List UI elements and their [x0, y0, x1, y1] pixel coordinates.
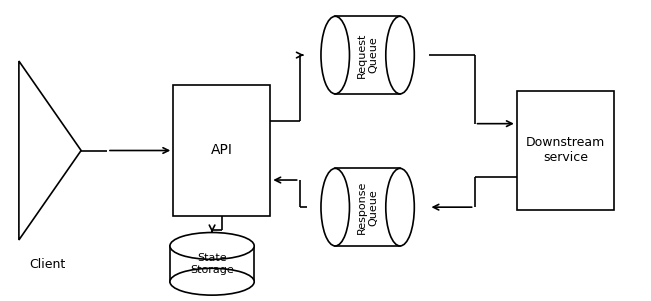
Bar [335, 16, 400, 94]
Text: API: API [211, 144, 232, 157]
Bar [173, 85, 270, 216]
Ellipse shape [170, 268, 254, 295]
Bar [335, 168, 400, 246]
Ellipse shape [170, 232, 254, 259]
Bar [170, 246, 254, 282]
Text: Response
Queue: Response Queue [357, 181, 378, 234]
Bar [517, 91, 614, 210]
Ellipse shape [386, 16, 414, 94]
Text: Downstream
service: Downstream service [526, 136, 605, 165]
Text: State
Storage: State Storage [190, 253, 234, 275]
Text: Request
Queue: Request Queue [357, 33, 378, 78]
Polygon shape [19, 61, 81, 240]
Ellipse shape [386, 168, 414, 246]
Ellipse shape [321, 168, 350, 246]
Text: Client: Client [29, 258, 65, 271]
Ellipse shape [321, 16, 350, 94]
